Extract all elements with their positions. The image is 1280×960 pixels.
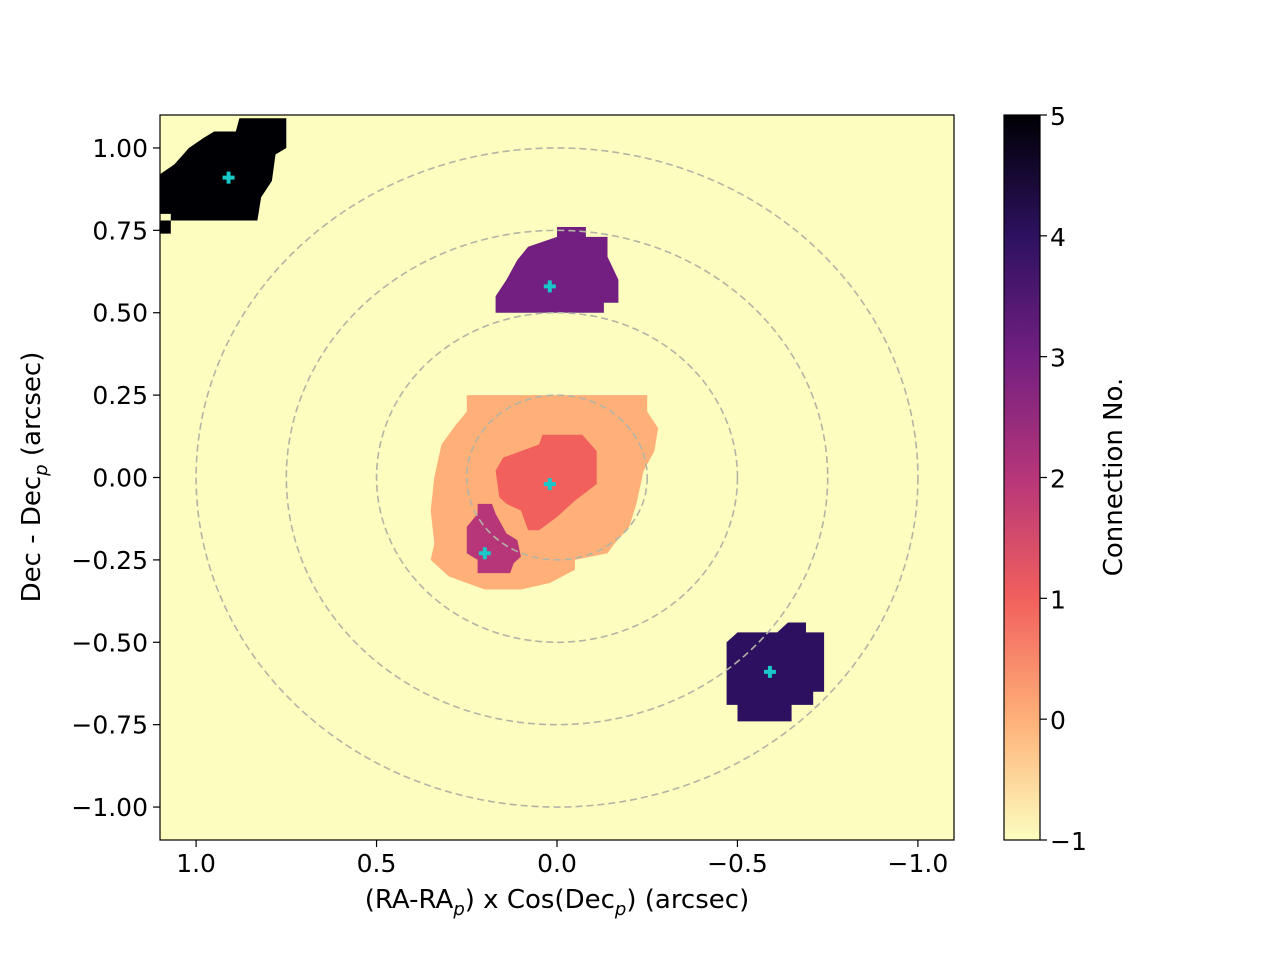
colorbar-tick-label: 4 <box>1050 223 1066 252</box>
x-tick-label: −1.0 <box>888 849 949 878</box>
y-tick-label: 0.00 <box>92 464 148 493</box>
y-axis-label: Dec - Decp (arcsec) <box>17 352 52 603</box>
region-connection-3 <box>495 227 619 313</box>
y-tick-label: −0.50 <box>71 628 148 657</box>
colorbar-tick-label: 0 <box>1050 706 1066 735</box>
centroid-marker-3 <box>543 280 556 293</box>
x-tick-label: 1.0 <box>176 849 216 878</box>
x-axis-ticks: 1.0 0.5 0.0 −0.5 −1.0 <box>176 840 948 878</box>
colorbar-tick-label: 2 <box>1050 465 1066 494</box>
centroid-marker-2 <box>478 547 491 560</box>
centroid-marker-4 <box>763 665 776 678</box>
centroid-marker-5 <box>222 171 235 184</box>
colorbar-tick-label: 5 <box>1050 102 1066 131</box>
colorbar-ticks: −1 0 1 2 3 4 5 <box>1040 102 1087 856</box>
y-tick-label: 0.25 <box>92 381 148 410</box>
y-tick-label: 0.75 <box>92 216 148 245</box>
y-tick-label: 0.50 <box>92 299 148 328</box>
colorbar-tick-label: 3 <box>1050 344 1066 373</box>
distance-circle-1 <box>465 394 649 561</box>
y-axis-ticks: 1.00 0.75 0.50 0.25 0.00 −0.25 −0.50 −0.75 −1.00 <box>71 134 160 822</box>
y-tick-label: −1.00 <box>71 793 148 822</box>
connection-regions <box>160 118 825 722</box>
distance-circles <box>195 147 919 808</box>
colorbar <box>1003 114 1041 841</box>
y-tick-label: −0.25 <box>71 546 148 575</box>
distance-circle-3 <box>285 229 829 726</box>
x-tick-label: 0.0 <box>537 849 577 878</box>
y-tick-label: −0.75 <box>71 711 148 740</box>
y-tick-label: 1.00 <box>92 134 148 163</box>
distance-circle-4 <box>195 147 919 808</box>
colorbar-label: Connection No. <box>1099 378 1129 577</box>
x-tick-label: 0.5 <box>357 849 397 878</box>
x-tick-label: −0.5 <box>707 849 768 878</box>
x-axis-label: (RA-RAp) x Cos(Decp) (arcsec) <box>365 885 749 920</box>
colorbar-tick-label: 1 <box>1050 585 1066 614</box>
colorbar-tick-label: −1 <box>1050 827 1087 856</box>
centroid-markers <box>222 171 776 678</box>
centroid-marker-0 <box>543 478 556 491</box>
distance-circle-2 <box>375 311 739 644</box>
